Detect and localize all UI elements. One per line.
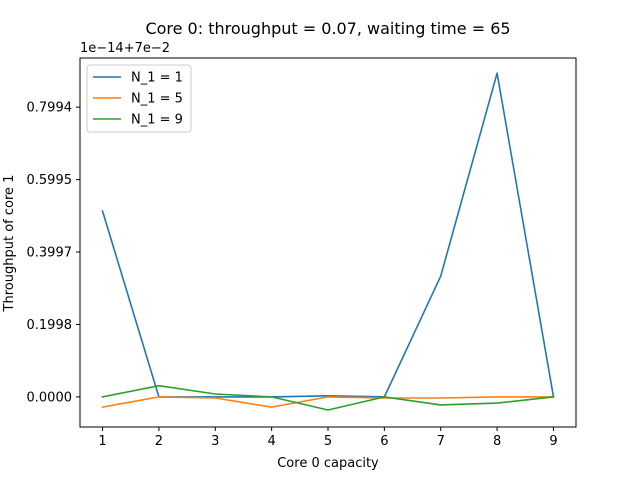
legend-label: N_1 = 5: [131, 92, 183, 107]
x-tick-label: 7: [437, 434, 445, 449]
x-tick-label: 2: [155, 434, 163, 449]
x-tick-label: 9: [549, 434, 557, 449]
x-axis: 1 2 3 4 5 6 7 8 9: [98, 427, 558, 449]
plot-area: [101, 72, 555, 411]
x-tick-label: 6: [380, 434, 388, 449]
y-tick-label: 0.5995: [27, 173, 73, 188]
y-offset-text: 1e−14+7e−2: [80, 41, 170, 56]
series-line-2: [101, 396, 555, 409]
chart-title: Core 0: throughput = 0.07, waiting time …: [145, 19, 510, 38]
y-tick-label: 0.7994: [27, 101, 73, 116]
x-tick-label: 8: [493, 434, 501, 449]
legend-box: [86, 64, 192, 133]
x-tick-label: 1: [98, 434, 106, 449]
x-tick-label: 5: [324, 434, 332, 449]
x-tick-label: 4: [267, 434, 275, 449]
legend-label: N_1 = 1: [131, 71, 183, 86]
y-tick-label: 0.0000: [27, 390, 73, 405]
x-axis-label: Core 0 capacity: [277, 456, 379, 471]
series-line-3: [101, 384, 555, 411]
y-tick-label: 0.1998: [27, 318, 73, 333]
legend: N_1 = 1 N_1 = 5 N_1 = 9: [86, 64, 192, 133]
x-tick-label: 3: [211, 434, 219, 449]
y-tick-label: 0.3997: [27, 246, 73, 261]
y-axis: 0.0000 0.1998 0.3997 0.5995 0.7994: [27, 101, 80, 405]
y-axis-label: Throughput of core 1: [2, 175, 17, 313]
legend-label: N_1 = 9: [131, 113, 183, 128]
